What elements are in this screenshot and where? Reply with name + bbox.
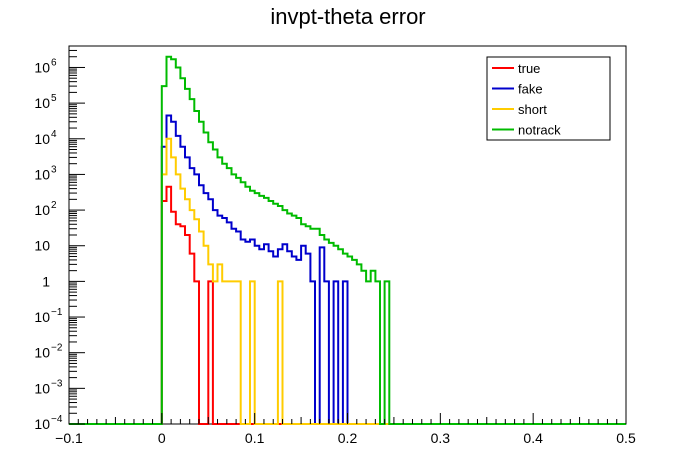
legend-label-true: true (518, 61, 540, 76)
legend-label-short: short (518, 102, 547, 117)
y-tick-label: 10 (34, 131, 50, 147)
y-tick-label: 10 (34, 95, 50, 111)
y-tick-label: 10 (34, 238, 50, 254)
y-tick-exponent: −1 (51, 307, 63, 318)
x-tick-label: 0.4 (523, 430, 543, 446)
legend-label-fake: fake (518, 82, 543, 97)
x-tick-label: −0.1 (55, 430, 83, 446)
series-layer (69, 55, 626, 425)
y-tick-exponent: 2 (51, 200, 57, 211)
y-tick-exponent: −2 (51, 343, 63, 354)
x-tick-label: 0.3 (431, 430, 451, 446)
x-tick-label: 0.2 (338, 430, 358, 446)
y-tick-exponent: 5 (51, 93, 57, 104)
series-line-notrack (69, 55, 626, 425)
y-tick-label: 10 (34, 345, 50, 361)
series-line-fake (69, 114, 626, 425)
x-tick-label: 0 (158, 430, 166, 446)
y-tick-label: 10 (34, 380, 50, 396)
y-tick-label: 10 (34, 202, 50, 218)
series-line-short (69, 137, 626, 425)
x-tick-label: 0.5 (616, 430, 636, 446)
y-tick-exponent: 4 (51, 129, 57, 140)
y-tick-label: 10 (34, 166, 50, 182)
legend: true fake short notrack (486, 56, 611, 141)
x-tick-label: 0.1 (245, 430, 265, 446)
chart-title: invpt-theta error (270, 4, 425, 29)
y-tick-exponent: 3 (51, 164, 57, 175)
y-tick-label: 1 (42, 273, 50, 289)
y-tick-exponent: 6 (51, 57, 57, 68)
y-tick-exponent: −3 (51, 378, 63, 389)
legend-label-notrack: notrack (518, 123, 561, 138)
y-tick-label: 10 (34, 59, 50, 75)
axis-layer: −0.1 0 0.1 0.2 0.3 0.4 0.510−410−310−210 −11101… (34, 45, 636, 446)
y-tick-exponent: −4 (51, 414, 63, 425)
y-tick-label: 10 (34, 309, 50, 325)
legend-box (486, 56, 611, 141)
y-tick-label: 10 (34, 416, 50, 432)
